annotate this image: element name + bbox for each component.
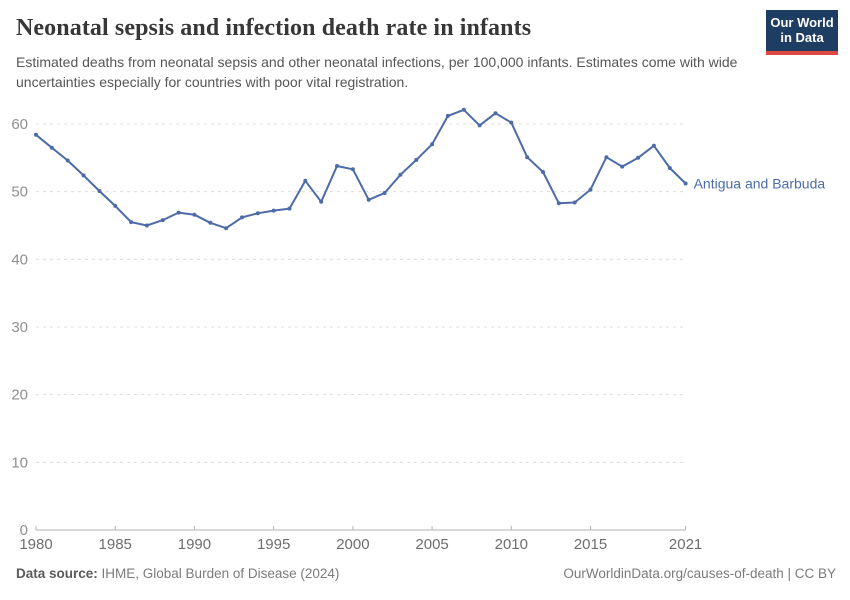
data-point-marker[interactable] [271, 208, 276, 213]
data-point-marker[interactable] [34, 132, 38, 137]
chart-footer: Data source: IHME, Global Burden of Dise… [16, 566, 836, 581]
data-point-marker[interactable] [335, 164, 339, 168]
y-tick-label: 10 [11, 454, 28, 471]
data-point-marker[interactable] [81, 173, 86, 178]
owid-logo[interactable]: Our World in Data [766, 10, 838, 55]
data-point-marker[interactable] [208, 220, 213, 225]
x-tick-label: 1980 [19, 536, 52, 553]
line-chart[interactable]: 0 10 20 30 40 50 60 1980 1985 1990 1995 2000 2005 201… [0, 90, 850, 560]
owid-logo-line1: Our World [770, 15, 834, 30]
data-point-marker[interactable] [445, 113, 450, 118]
y-tick-label: 40 [11, 251, 28, 268]
trend-line[interactable] [35, 108, 687, 230]
x-tick-label: 2021 [669, 536, 702, 553]
x-tick-label: 1995 [257, 536, 290, 553]
data-point-marker[interactable] [176, 210, 181, 215]
data-point-marker[interactable] [224, 226, 229, 231]
series-end-label[interactable]: Antigua and Barbuda [694, 176, 826, 192]
data-source-text: IHME, Global Burden of Disease (2024) [97, 566, 340, 581]
data-point-marker[interactable] [414, 157, 419, 162]
data-source-label: Data source: [16, 566, 98, 581]
data-point-marker[interactable] [620, 164, 625, 169]
x-tick-label: 2000 [336, 536, 369, 553]
x-tick-label: 1985 [99, 536, 132, 553]
data-point-marker[interactable] [509, 120, 514, 125]
footer-link[interactable]: OurWorldinData.org/causes-of-death | CC … [563, 566, 836, 581]
x-tick-label: 2005 [415, 536, 448, 553]
data-point-marker[interactable] [287, 206, 292, 211]
data-point-marker[interactable] [255, 211, 260, 216]
data-point-marker[interactable] [461, 107, 466, 112]
y-tick-label: 0 [20, 522, 28, 539]
data-point-marker[interactable] [604, 155, 609, 160]
y-tick-label: 30 [11, 319, 28, 336]
data-point-marker[interactable] [350, 167, 355, 172]
data-point-marker[interactable] [493, 111, 498, 116]
data-point-marker[interactable] [240, 215, 244, 220]
x-tick-label: 1990 [178, 536, 211, 553]
data-point-marker[interactable] [97, 189, 102, 193]
data-point-marker[interactable] [683, 181, 688, 186]
page-title: Neonatal sepsis and infection death rate… [16, 15, 532, 41]
data-point-marker[interactable] [525, 155, 530, 160]
data-point-marker[interactable] [113, 203, 118, 208]
y-tick-label: 50 [11, 184, 28, 201]
data-point-marker[interactable] [667, 166, 672, 170]
chart-subtitle: Estimated deaths from neonatal sepsis an… [16, 54, 738, 91]
data-point-marker[interactable] [398, 172, 403, 177]
y-tick-label: 20 [11, 387, 28, 404]
data-point-marker[interactable] [129, 220, 134, 225]
data-point-marker[interactable] [556, 201, 561, 206]
data-point-marker[interactable] [588, 187, 593, 192]
data-point-marker[interactable] [477, 123, 482, 128]
data-point-marker[interactable] [160, 218, 165, 223]
data-point-marker[interactable] [192, 212, 197, 217]
data-point-marker[interactable] [572, 200, 577, 205]
data-point-marker[interactable] [144, 223, 149, 228]
data-point-marker[interactable] [366, 197, 371, 202]
x-tick-label: 2010 [495, 536, 528, 553]
data-point-marker[interactable] [382, 191, 387, 195]
y-tick-label: 60 [11, 116, 28, 133]
data-point-marker[interactable] [430, 142, 435, 147]
x-tick-label: 2015 [574, 536, 607, 553]
owid-logo-line2: in Data [780, 29, 824, 45]
data-point-marker[interactable] [541, 170, 545, 174]
data-point-marker[interactable] [303, 178, 308, 183]
data-point-marker[interactable] [319, 199, 324, 204]
data-point-marker[interactable] [636, 155, 641, 160]
data-point-marker[interactable] [49, 145, 54, 150]
data-source: Data source: IHME, Global Burden of Dise… [16, 566, 339, 581]
data-point-marker[interactable] [651, 143, 656, 148]
data-point-marker[interactable] [65, 158, 70, 163]
